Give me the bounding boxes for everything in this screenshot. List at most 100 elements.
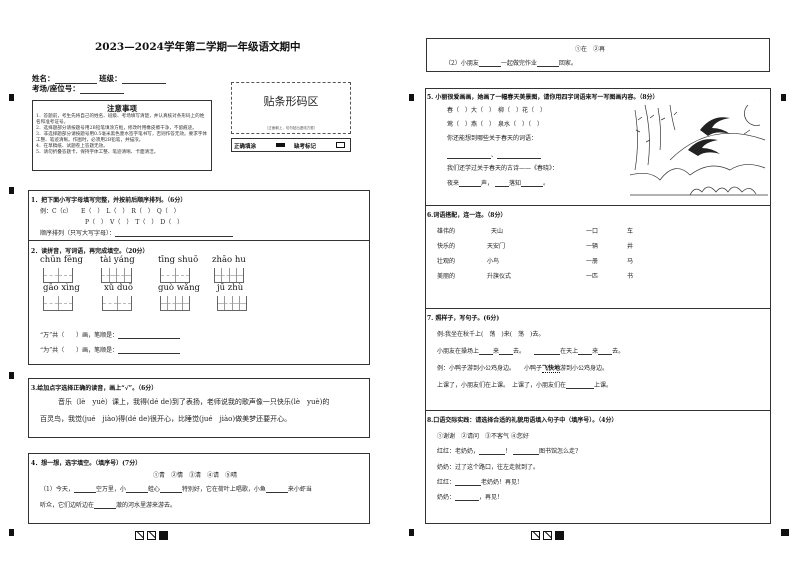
match-item[interactable]: 壮观的 — [437, 258, 456, 265]
writing-grid[interactable] — [217, 296, 247, 311]
text: 红红： — [437, 479, 456, 486]
blank[interactable] — [536, 66, 559, 67]
absent-mark-checkbox[interactable] — [336, 142, 345, 148]
writing-grid[interactable] — [102, 296, 132, 311]
emphasized-word: 飞快地 — [542, 365, 561, 373]
match-item[interactable]: 升旗仪式 — [487, 273, 512, 280]
blank[interactable] — [494, 186, 509, 187]
match-item[interactable]: 书 — [627, 273, 634, 280]
q6-nouns: 天山天安门小鸟升旗仪式 — [487, 224, 511, 284]
blank[interactable] — [578, 354, 593, 355]
match-item[interactable]: 井 — [627, 243, 634, 250]
q6-measures: 一口 一辆 一册 一匹 — [586, 224, 598, 284]
q5-title: 5. 小丽很爱画画，她画了一幅春天美景图，请你用四字词语来写一写图画内容。（8分… — [427, 94, 659, 101]
q1-letters: E（ ） L（ ） R（ ） Q（ ） — [80, 208, 180, 215]
class-field[interactable] — [121, 83, 166, 84]
writing-grid[interactable] — [160, 268, 190, 283]
name-field[interactable] — [54, 83, 97, 84]
text: 、 — [491, 152, 498, 159]
pinyin: tīng shuō — [158, 255, 199, 265]
barcode-area: 贴条形码区 （正面朝上，切勿贴出虚线方框） — [231, 82, 351, 134]
match-item[interactable]: 车 — [627, 228, 634, 235]
text: 夜来 — [447, 180, 460, 187]
barcode-hint: （正面朝上，切勿贴出虚线方框） — [264, 126, 318, 130]
blank[interactable] — [455, 485, 482, 486]
blank[interactable] — [455, 500, 480, 501]
q5-q8-box — [425, 88, 771, 524]
class-label: 班级： — [99, 74, 122, 83]
q1-row1: 例：C（c） E（ ） L（ ） R（ ） Q（ ） — [40, 206, 180, 215]
text: 回家。 — [558, 60, 577, 67]
q5-row: 春（ ）大（ ） 柳（ ）花（ ） — [447, 107, 547, 114]
notes-title: 注意事项 — [107, 104, 137, 113]
blank[interactable] — [265, 492, 288, 493]
pinyin: chūn fēng — [40, 255, 83, 265]
q2-title: 2．读拼音，写词语，再完成填空。（20分） — [31, 248, 149, 255]
blank[interactable] — [125, 492, 148, 493]
blank[interactable] — [499, 354, 514, 355]
blank[interactable] — [478, 66, 501, 67]
text: 老奶奶！再见! — [481, 479, 520, 486]
q1-q2-box — [28, 190, 370, 365]
q2-fill-field[interactable] — [118, 353, 181, 354]
blank[interactable] — [479, 354, 494, 355]
blank[interactable] — [459, 186, 482, 187]
text: （1）今天， — [40, 486, 74, 493]
pinyin: xǔ duō — [104, 283, 134, 293]
divider — [425, 410, 771, 411]
barcode-title: 贴条形码区 — [263, 95, 319, 108]
text: 游到小公鸡身边。 — [560, 365, 609, 372]
q7-title: 7. 照样子，写句子。(6分) — [427, 315, 500, 322]
text: 奶奶： — [437, 494, 456, 501]
text: 声， — [481, 180, 494, 187]
correct-fill-label: 正确填涂 — [234, 144, 257, 150]
text: 来 — [592, 348, 599, 355]
blank[interactable] — [534, 354, 561, 355]
match-item[interactable]: 马 — [627, 258, 634, 265]
blank[interactable] — [520, 186, 543, 187]
match-item[interactable]: 一辆 — [586, 243, 599, 250]
blank[interactable] — [94, 508, 117, 509]
blank[interactable] — [73, 492, 96, 493]
match-item[interactable]: 一册 — [586, 258, 599, 265]
q5-row: 我们还学过关于春天的古诗——《春晓》： — [447, 165, 559, 172]
blank[interactable] — [598, 354, 613, 355]
blank[interactable] — [566, 388, 595, 389]
writing-grid[interactable] — [214, 268, 244, 283]
match-item[interactable]: 快乐的 — [437, 243, 456, 250]
q4-box — [28, 453, 370, 524]
name-row: 姓名： 班级： — [32, 73, 166, 84]
match-item[interactable]: 天安门 — [487, 243, 506, 250]
match-item[interactable]: 一口 — [586, 228, 599, 235]
q1-title: 1．把下面小写字母填写完整，并按前后顺序排列。（6分） — [31, 197, 187, 204]
q7-sentence1: 小朋友在操场上 来 去。 在天上 来 去。 — [437, 346, 624, 355]
alignment-mark — [9, 529, 14, 536]
writing-grid[interactable] — [43, 296, 73, 311]
writing-grid[interactable] — [160, 296, 190, 311]
match-item[interactable]: 美丽的 — [437, 273, 456, 280]
blank[interactable] — [497, 158, 542, 159]
match-item[interactable]: 雄伟的 — [437, 228, 456, 235]
match-item[interactable]: 小鸟 — [487, 258, 500, 265]
text: （2）小朋友 — [445, 60, 479, 67]
writing-grid[interactable] — [43, 268, 73, 283]
blank[interactable] — [159, 492, 182, 493]
match-item[interactable]: 天山 — [491, 228, 504, 235]
alignment-mark — [781, 529, 789, 536]
seat-field[interactable] — [79, 93, 124, 94]
pinyin: zhāo hu — [212, 255, 246, 265]
blank[interactable] — [479, 454, 506, 455]
q7-example2: 例：小鸭子游到小公鸡身边。 小鸭子飞快地游到小公鸡身边。 — [437, 363, 609, 373]
match-item[interactable]: 一匹 — [586, 273, 599, 280]
blank[interactable] — [447, 158, 491, 159]
q2-fill-field[interactable] — [118, 338, 181, 339]
blank[interactable] — [512, 454, 539, 455]
q8-title: 8.口语交际实践：请选择合适的礼貌用语填入句子中（填序号）。（4分） — [427, 417, 618, 424]
q6-objects: 车井马书 — [627, 224, 633, 284]
page-mark-icon — [555, 531, 564, 540]
page-mark-icon — [543, 531, 552, 540]
q1-order-field[interactable] — [115, 236, 234, 237]
writing-grid[interactable] — [101, 268, 132, 283]
q7-example: 例:我坐在秋千上( 荡 )来( 荡 )去。 — [437, 331, 545, 338]
text: ！ — [505, 448, 512, 455]
